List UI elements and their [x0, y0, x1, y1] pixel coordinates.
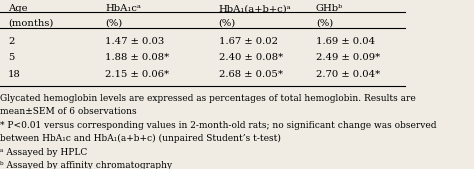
Text: (%): (%): [105, 19, 122, 28]
Text: 2.68 ± 0.05*: 2.68 ± 0.05*: [219, 70, 283, 79]
Text: 2: 2: [8, 37, 15, 45]
Text: between HbA₁c and HbA₁(a+b+c) (unpaired Student’s t-test): between HbA₁c and HbA₁(a+b+c) (unpaired …: [0, 134, 281, 143]
Text: (%): (%): [316, 19, 333, 28]
Text: 1.69 ± 0.04: 1.69 ± 0.04: [316, 37, 375, 45]
Text: 2.40 ± 0.08*: 2.40 ± 0.08*: [219, 53, 283, 62]
Text: 2.70 ± 0.04*: 2.70 ± 0.04*: [316, 70, 380, 79]
Text: mean±SEM of 6 observations: mean±SEM of 6 observations: [0, 107, 137, 116]
Text: (months): (months): [8, 19, 54, 28]
Text: 18: 18: [8, 70, 21, 79]
Text: GHbᵇ: GHbᵇ: [316, 4, 343, 13]
Text: * P<0.01 versus corresponding values in 2-month-old rats; no significant change : * P<0.01 versus corresponding values in …: [0, 121, 437, 130]
Text: 1.67 ± 0.02: 1.67 ± 0.02: [219, 37, 278, 45]
Text: Glycated hemoglobin levels are expressed as percentages of total hemoglobin. Res: Glycated hemoglobin levels are expressed…: [0, 94, 416, 103]
Text: HbA₁cᵃ: HbA₁cᵃ: [105, 4, 141, 13]
Text: Age: Age: [8, 4, 27, 13]
Text: 1.47 ± 0.03: 1.47 ± 0.03: [105, 37, 164, 45]
Text: (%): (%): [219, 19, 236, 28]
Text: ᵃ Assayed by HPLC: ᵃ Assayed by HPLC: [0, 148, 87, 157]
Text: HbA₁(a+b+c)ᵃ: HbA₁(a+b+c)ᵃ: [219, 4, 291, 13]
Text: 1.88 ± 0.08*: 1.88 ± 0.08*: [105, 53, 170, 62]
Text: 2.15 ± 0.06*: 2.15 ± 0.06*: [105, 70, 169, 79]
Text: 5: 5: [8, 53, 15, 62]
Text: ᵇ Assayed by affinity chromatography: ᵇ Assayed by affinity chromatography: [0, 161, 172, 169]
Text: 2.49 ± 0.09*: 2.49 ± 0.09*: [316, 53, 380, 62]
